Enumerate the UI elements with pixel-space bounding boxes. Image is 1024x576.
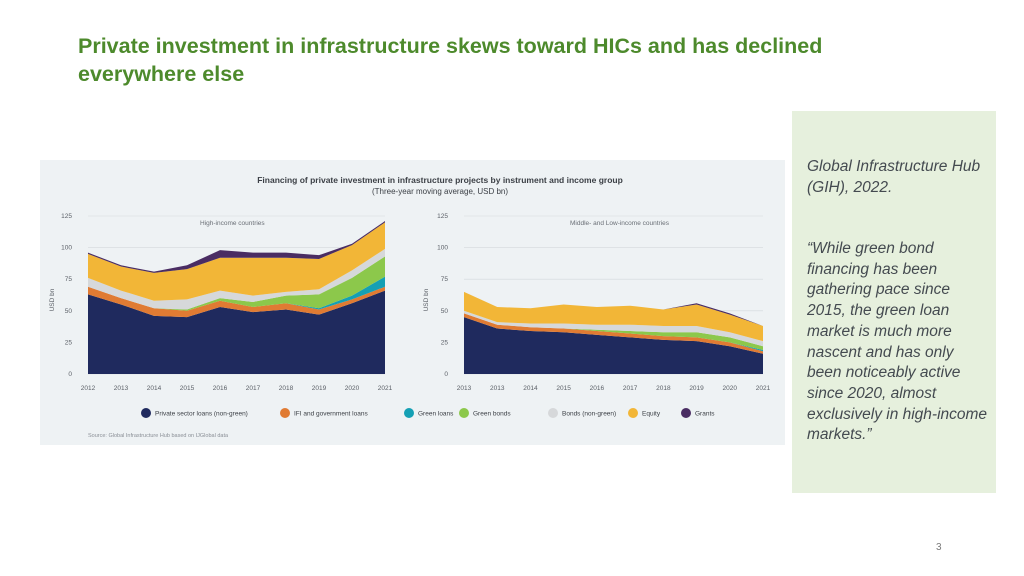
y-tick-label: 25 <box>441 339 449 346</box>
y-tick-label: 50 <box>65 308 73 315</box>
legend-swatch-green-bonds <box>459 408 469 418</box>
chart-svg: Financing of private investment in infra… <box>49 175 771 439</box>
legend-swatch-ifi-and-government-loans <box>280 408 290 418</box>
area-equity <box>88 222 385 301</box>
y-tick-label: 100 <box>437 245 448 252</box>
x-tick-label: 2018 <box>656 385 671 392</box>
legend-label: Bonds (non-green) <box>562 411 616 418</box>
legend-label: Green bonds <box>473 411 511 418</box>
x-tick-label: 2021 <box>378 385 393 392</box>
y-tick-label: 75 <box>441 276 449 283</box>
slide-title: Private investment in infrastructure ske… <box>78 34 823 86</box>
x-tick-label: 2018 <box>279 385 294 392</box>
x-tick-label: 2016 <box>213 385 228 392</box>
y-tick-label: 0 <box>68 371 72 378</box>
legend-swatch-green-loans <box>404 408 414 418</box>
area-bonds-non-green <box>88 248 385 310</box>
legend-swatch-equity <box>628 408 638 418</box>
y-tick-label: 75 <box>65 276 73 283</box>
legend-swatch-grants <box>681 408 691 418</box>
x-tick-label: 2019 <box>312 385 327 392</box>
x-tick-label: 2017 <box>246 385 261 392</box>
y-axis-label: USD bn <box>423 288 430 311</box>
area-equity <box>464 291 763 342</box>
x-tick-label: 2021 <box>756 385 771 392</box>
area-private-sector-loans-non-green <box>88 290 385 374</box>
chart-subtitle: (Three-year moving average, USD bn) <box>372 187 508 196</box>
x-tick-label: 2020 <box>345 385 360 392</box>
x-tick-label: 2014 <box>523 385 538 392</box>
quote-box: Global Infrastructure Hub (GIH), 2022. “… <box>792 111 996 493</box>
x-tick-label: 2019 <box>689 385 704 392</box>
panel-middle-low-income: Middle- and Low-income countries 0 25 50 75 1… <box>423 213 771 392</box>
x-tick-label: 2015 <box>180 385 195 392</box>
y-tick-label: 25 <box>65 339 73 346</box>
y-tick-label: 50 <box>441 308 449 315</box>
legend-label: IFI and government loans <box>294 411 368 418</box>
panel-title: High-income countries <box>200 220 265 227</box>
x-tick-label: 2015 <box>556 385 571 392</box>
legend-swatch-bonds-non-green <box>548 408 558 418</box>
legend-label: Green loans <box>418 411 454 418</box>
y-tick-label: 100 <box>61 245 72 252</box>
legend-swatch-private-sector-loans-non-green <box>141 408 151 418</box>
x-tick-label: 2013 <box>114 385 129 392</box>
citation: Global Infrastructure Hub (GIH), 2022. <box>807 158 981 196</box>
quote-text: “While green bond financing has been gat… <box>807 240 988 444</box>
area-green-bonds <box>464 313 763 350</box>
x-tick-label: 2020 <box>723 385 738 392</box>
chart-legend: Private sector loans (non-green) IFI and … <box>141 408 715 418</box>
legend-label: Equity <box>642 411 661 418</box>
area-bonds-non-green <box>464 310 763 347</box>
x-tick-label: 2012 <box>81 385 96 392</box>
y-axis-label: USD bn <box>49 288 56 311</box>
y-tick-label: 0 <box>444 371 448 378</box>
area-private-sector-loans-non-green <box>464 317 763 374</box>
panel-title: Middle- and Low-income countries <box>570 220 670 227</box>
x-tick-label: 2017 <box>623 385 638 392</box>
area-ifi-and-government-loans <box>464 313 763 354</box>
chart-figure: Financing of private investment in infra… <box>40 160 785 445</box>
panel-high-income: High-income countries 0 25 50 75 100 125 USD bn… <box>49 213 393 392</box>
y-tick-label: 125 <box>61 213 72 220</box>
area-ifi-and-government-loans <box>88 286 385 318</box>
area-green-bonds <box>88 256 385 311</box>
chart-title: Financing of private investment in infra… <box>257 175 623 185</box>
x-tick-label: 2013 <box>457 385 472 392</box>
x-tick-label: 2013 <box>490 385 505 392</box>
x-tick-label: 2014 <box>147 385 162 392</box>
legend-label: Private sector loans (non-green) <box>155 411 248 418</box>
y-tick-label: 125 <box>437 213 448 220</box>
figure-source: Source: Global Infrastructure Hub based … <box>88 433 229 439</box>
legend-label: Grants <box>695 411 715 418</box>
x-tick-label: 2016 <box>590 385 605 392</box>
page-number: 3 <box>936 542 942 553</box>
